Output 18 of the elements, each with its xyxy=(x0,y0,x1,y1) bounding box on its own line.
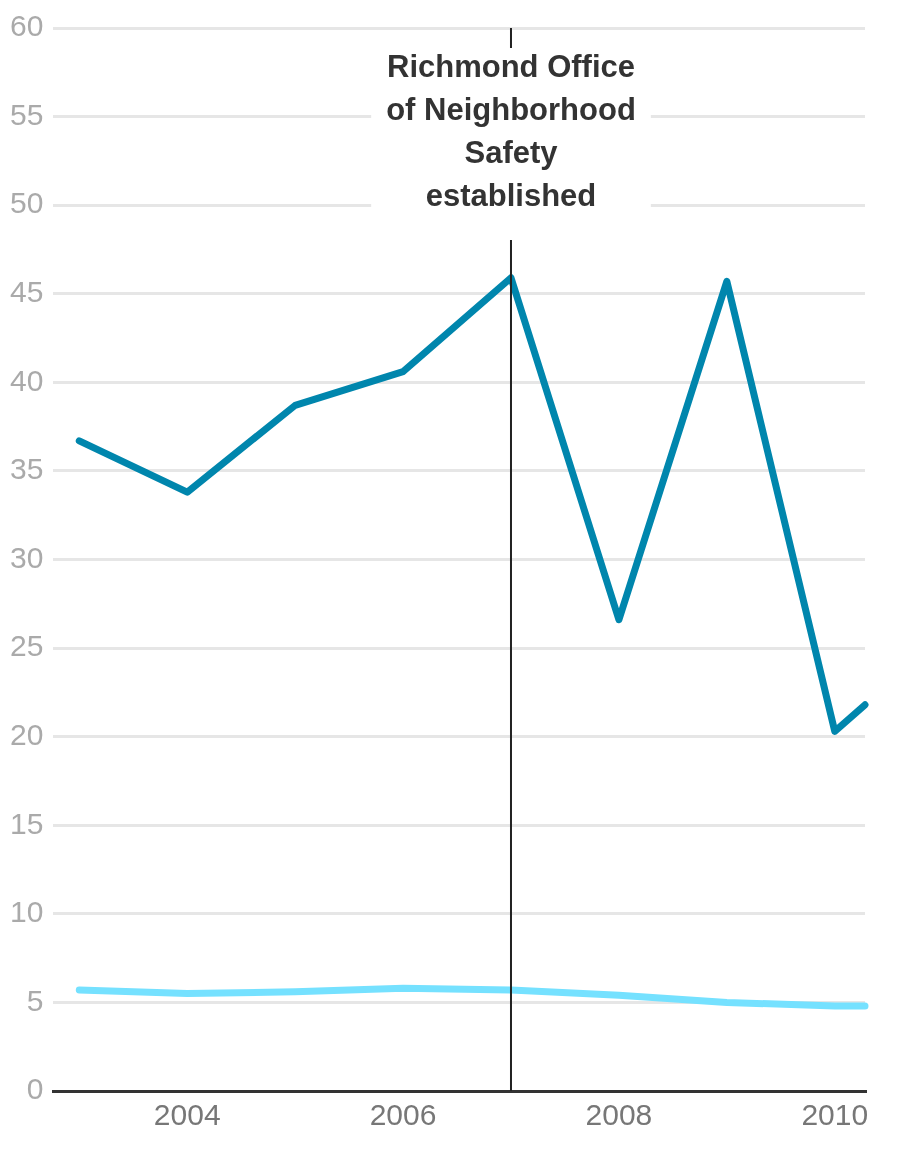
y-tick-label: 55 xyxy=(9,97,44,131)
y-tick-label: 0 xyxy=(26,1072,44,1106)
x-tick-label: 2004 xyxy=(153,1098,221,1132)
x-tick-label: 2008 xyxy=(585,1098,653,1132)
x-tick-label: 2006 xyxy=(369,1098,437,1132)
y-tick-label: 10 xyxy=(9,895,44,929)
y-tick-label: 5 xyxy=(26,983,44,1017)
y-tick-label: 30 xyxy=(9,540,44,574)
x-tick-label: 2010 xyxy=(801,1098,869,1132)
y-tick-label: 40 xyxy=(9,363,44,397)
y-tick-label: 50 xyxy=(9,186,44,220)
y-tick-label: 60 xyxy=(9,9,44,43)
y-tick-label: 15 xyxy=(9,806,44,840)
ref-line-label: Richmond Office of Neighborhood Safety established xyxy=(386,48,636,213)
y-tick-label: 20 xyxy=(9,717,44,751)
y-tick-label: 45 xyxy=(9,275,44,309)
y-tick-label: 35 xyxy=(9,452,44,486)
y-tick-label: 25 xyxy=(9,629,44,663)
